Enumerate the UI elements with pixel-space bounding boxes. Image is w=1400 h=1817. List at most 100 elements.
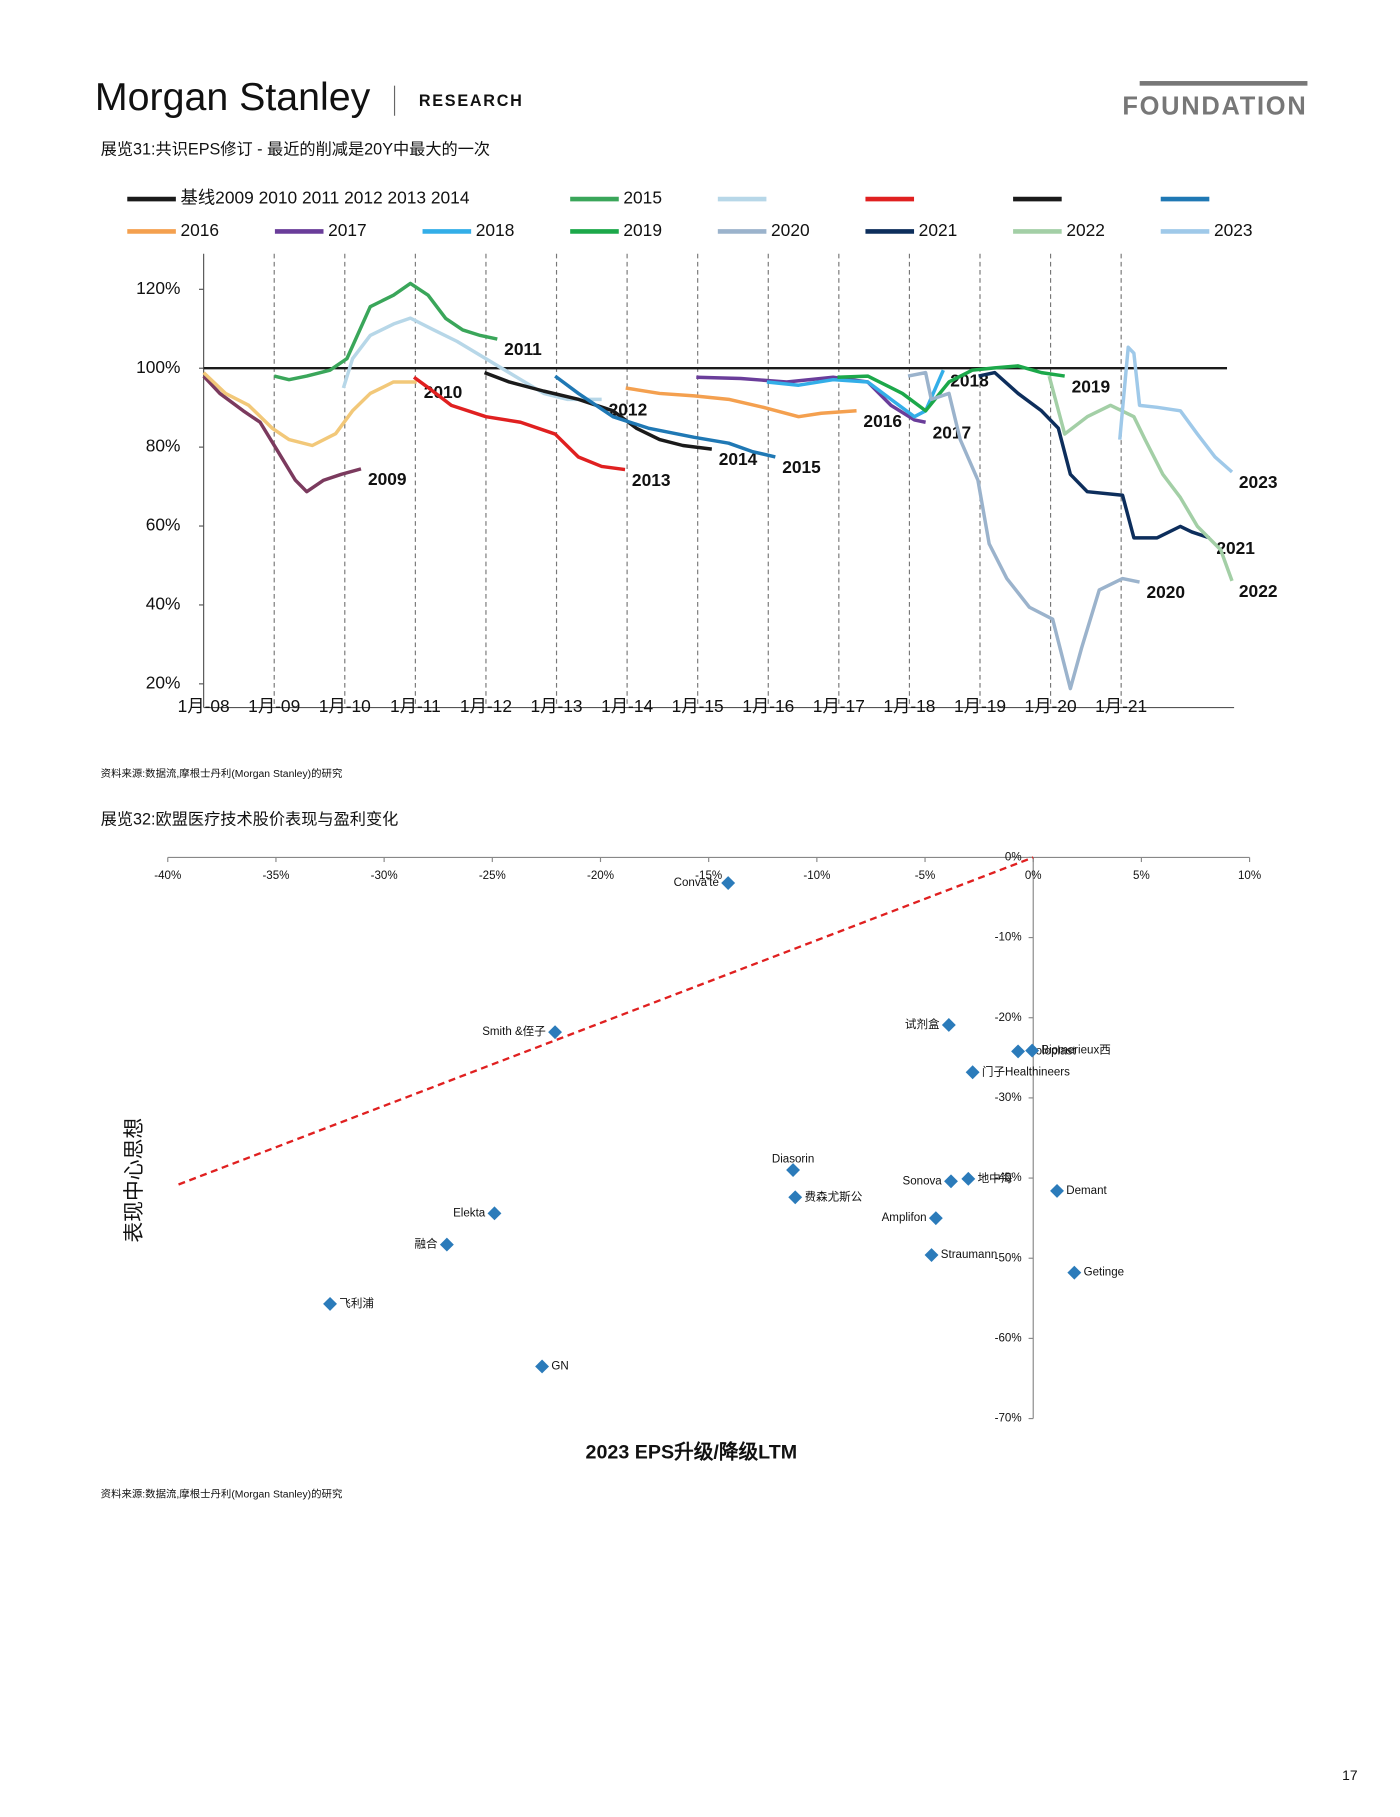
- y-tick-label: 60%: [146, 515, 181, 535]
- point-label: Smith &侄子: [482, 1025, 546, 1038]
- page-number: 17: [1342, 1767, 1358, 1783]
- y-tick-label: 100%: [136, 357, 180, 377]
- series-line: [483, 370, 713, 451]
- x-tick-label: 1月-10: [319, 696, 371, 716]
- series-line: [554, 374, 776, 459]
- y-tick-label: -10%: [995, 932, 1022, 944]
- point-label: Conva'te: [674, 877, 719, 889]
- series-label: 2014: [719, 449, 758, 469]
- series-line: [273, 281, 498, 382]
- point-label: Sonova: [903, 1175, 943, 1187]
- legend-label: 2018: [476, 220, 515, 240]
- x-tick-label: 1月-18: [883, 696, 935, 716]
- x-tick-label: 0%: [1025, 870, 1042, 882]
- x-tick-label: 1月-12: [460, 696, 512, 716]
- brand: Morgan Stanley: [95, 75, 371, 119]
- series-line: [202, 371, 417, 448]
- data-point: [1011, 1044, 1026, 1059]
- y-tick-label: -20%: [995, 1012, 1022, 1024]
- series-line: [412, 375, 626, 472]
- legend-label: 2016: [180, 220, 219, 240]
- point-label: Amplifon: [882, 1212, 927, 1224]
- y-tick-label: -40%: [995, 1172, 1022, 1184]
- x-tick-label: 1月-17: [813, 696, 865, 716]
- x-tick-label: 10%: [1238, 870, 1261, 882]
- data-point: [965, 1065, 980, 1080]
- point-label: 飞利浦: [339, 1297, 374, 1310]
- y-tick-label: 40%: [146, 594, 181, 614]
- series-label: 2017: [933, 422, 972, 442]
- series-name: FOUNDATION: [1122, 92, 1307, 120]
- series-line: [625, 386, 857, 419]
- series-label: 2021: [1216, 538, 1255, 558]
- data-point: [1050, 1183, 1064, 1198]
- point-label: Diasorin: [772, 1154, 814, 1166]
- y-tick-label: 20%: [146, 672, 181, 692]
- data-point: [535, 1359, 550, 1374]
- series-line: [1118, 345, 1234, 474]
- x-tick-label: 1月-19: [954, 696, 1006, 716]
- series-label: 2009: [368, 469, 407, 489]
- series-label: 2023: [1239, 472, 1278, 492]
- series-line: [1047, 375, 1234, 582]
- point-label: 费森尤斯公: [804, 1189, 862, 1203]
- point-label: Coloplast: [1027, 1045, 1076, 1057]
- x-tick-label: -25%: [479, 870, 506, 882]
- source: 资料来源:数据流,摩根士丹利(Morgan Stanley)的研究: [101, 767, 343, 780]
- chart-title: 展览32:欧盟医疗技术股价表现与盈利变化: [101, 811, 399, 829]
- data-point: [548, 1025, 563, 1040]
- data-point: [721, 876, 736, 890]
- data-point: [944, 1174, 958, 1189]
- x-tick-label: 1月-09: [248, 696, 300, 716]
- division: RESEARCH: [419, 92, 524, 110]
- legend-label: 2022: [1066, 220, 1105, 240]
- legend-label: 基线2009 2010 2011 2012 2013 2014: [180, 188, 469, 208]
- x-tick-label: 1月-13: [530, 696, 582, 716]
- point-label: GN: [551, 1361, 568, 1373]
- x-tick-label: -40%: [154, 870, 181, 882]
- series-line: [978, 370, 1210, 540]
- series-line: [766, 369, 945, 419]
- series-line: [202, 374, 362, 494]
- y-tick-label: -60%: [995, 1332, 1022, 1344]
- point-label: 地中海: [978, 1171, 1013, 1185]
- y-tick-label: 80%: [146, 436, 181, 456]
- source: 资料来源:数据流,摩根士丹利(Morgan Stanley)的研究: [101, 1488, 343, 1501]
- series-label: 2020: [1146, 582, 1185, 602]
- point-label: 融合: [414, 1237, 438, 1251]
- y-tick-label: 120%: [136, 278, 180, 298]
- point-label: Elekta: [453, 1207, 486, 1219]
- x-tick-label: 1月-11: [390, 696, 441, 716]
- x-tick-label: -10%: [803, 870, 830, 882]
- point-label: Getinge: [1084, 1267, 1125, 1279]
- data-point: [1067, 1265, 1082, 1280]
- x-tick-label: 1月-08: [178, 696, 230, 716]
- x-tick-label: -35%: [262, 870, 289, 882]
- data-point: [323, 1296, 337, 1311]
- data-point: [1025, 1043, 1040, 1058]
- series-label: 2013: [632, 470, 671, 490]
- x-tick-label: 1月-14: [601, 696, 653, 716]
- series-bar: [1139, 81, 1308, 86]
- series-label: 2019: [1072, 376, 1111, 396]
- data-point: [786, 1163, 801, 1177]
- y-tick-label: 0%: [1005, 851, 1022, 863]
- x-tick-label: 1月-15: [672, 696, 724, 716]
- data-point: [941, 1018, 956, 1032]
- chart-title: 展览31:共识EPS修订 - 最近的削减是20Y中最大的一次: [101, 141, 490, 159]
- data-point: [788, 1190, 803, 1205]
- x-tick-label: -30%: [371, 870, 398, 882]
- series-label: 2011: [504, 339, 542, 359]
- series-line: [907, 370, 1140, 691]
- legend-label: 2020: [771, 220, 810, 240]
- y-axis-label: 表现中心思想: [123, 1118, 146, 1243]
- data-point: [487, 1206, 502, 1221]
- point-label: Biomerieux西: [1041, 1045, 1110, 1057]
- data-point: [439, 1237, 454, 1252]
- series-line: [837, 364, 1065, 413]
- series-label: 2022: [1239, 581, 1278, 601]
- series-label: 2010: [424, 382, 463, 402]
- point-label: 门子Healthineers: [982, 1064, 1070, 1078]
